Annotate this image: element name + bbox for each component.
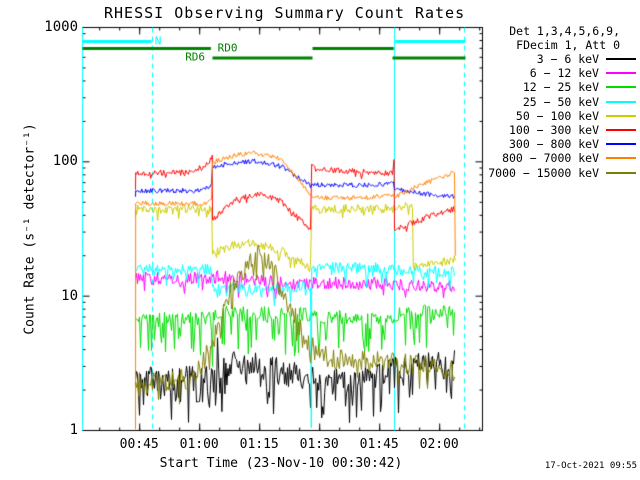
flag-label-n: N — [154, 34, 162, 48]
legend-entry: 7000 − 15000 keV — [488, 166, 636, 180]
legend-entry-label: 12 − 25 keV — [522, 80, 599, 95]
y-tick-label: 10 — [61, 287, 78, 304]
y-tick-label: 100 — [52, 153, 78, 170]
legend-color-swatch — [606, 86, 636, 89]
x-tick-label: 02:00 — [419, 437, 459, 452]
x-tick-label: 01:15 — [239, 437, 279, 452]
x-tick-label: 00:45 — [119, 437, 159, 452]
legend-color-swatch — [606, 58, 636, 60]
legend-color-swatch — [606, 157, 636, 160]
y-tick-label: 1 — [69, 422, 78, 438]
flag-label-rd0: RD0 — [217, 41, 238, 55]
legend-color-swatch — [606, 114, 636, 117]
legend-entry: 800 − 7000 keV — [502, 151, 636, 165]
legend-entry-label: 50 − 100 keV — [515, 108, 599, 123]
legend-color-swatch — [606, 100, 636, 103]
legend-entry-label: 6 − 12 keV — [529, 66, 599, 81]
legend-color-swatch — [606, 171, 636, 174]
legend-header-detectors: Det 1,3,4,5,6,9, — [509, 24, 620, 38]
legend-color-swatch — [606, 72, 636, 75]
x-tick-label: 01:00 — [179, 437, 219, 452]
flag-label-rd6: RD6 — [185, 50, 206, 64]
corner-timestamp: 17-Oct-2021 09:55 — [544, 461, 637, 471]
legend-entry-label: 800 − 7000 keV — [502, 151, 599, 166]
x-axis-title: Start Time (23-Nov-10 00:30:42) — [159, 456, 403, 471]
legend-entry-label: 25 − 50 keV — [522, 94, 599, 109]
chart-title: RHESSI Observing Summary Count Rates — [104, 4, 466, 22]
legend-entry-label: 3 − 6 keV — [536, 52, 599, 66]
legend-entry: 6 − 12 keV — [530, 66, 636, 80]
legend-entry-label: 300 − 800 keV — [508, 137, 599, 152]
legend-entry: 50 − 100 keV — [516, 109, 636, 123]
legend-color-swatch — [606, 129, 636, 131]
legend-entry: 300 − 800 keV — [509, 137, 636, 151]
legend-entry: 100 − 300 keV — [509, 123, 636, 137]
legend-header-fdecim: FDecim 1, Att 0 — [516, 38, 620, 52]
x-tick-label: 01:30 — [299, 437, 339, 452]
legend-entry: 12 − 25 keV — [523, 80, 636, 94]
x-tick-label: 01:45 — [359, 437, 399, 452]
legend-entry-label: 7000 − 15000 keV — [488, 165, 599, 180]
legend-entry: 3 − 6 keV — [537, 52, 636, 66]
legend-entry-label: 100 − 300 keV — [508, 123, 599, 137]
legend-entry: 25 − 50 keV — [523, 95, 636, 109]
y-tick-label: 1000 — [44, 19, 78, 35]
legend-color-swatch — [606, 143, 636, 146]
